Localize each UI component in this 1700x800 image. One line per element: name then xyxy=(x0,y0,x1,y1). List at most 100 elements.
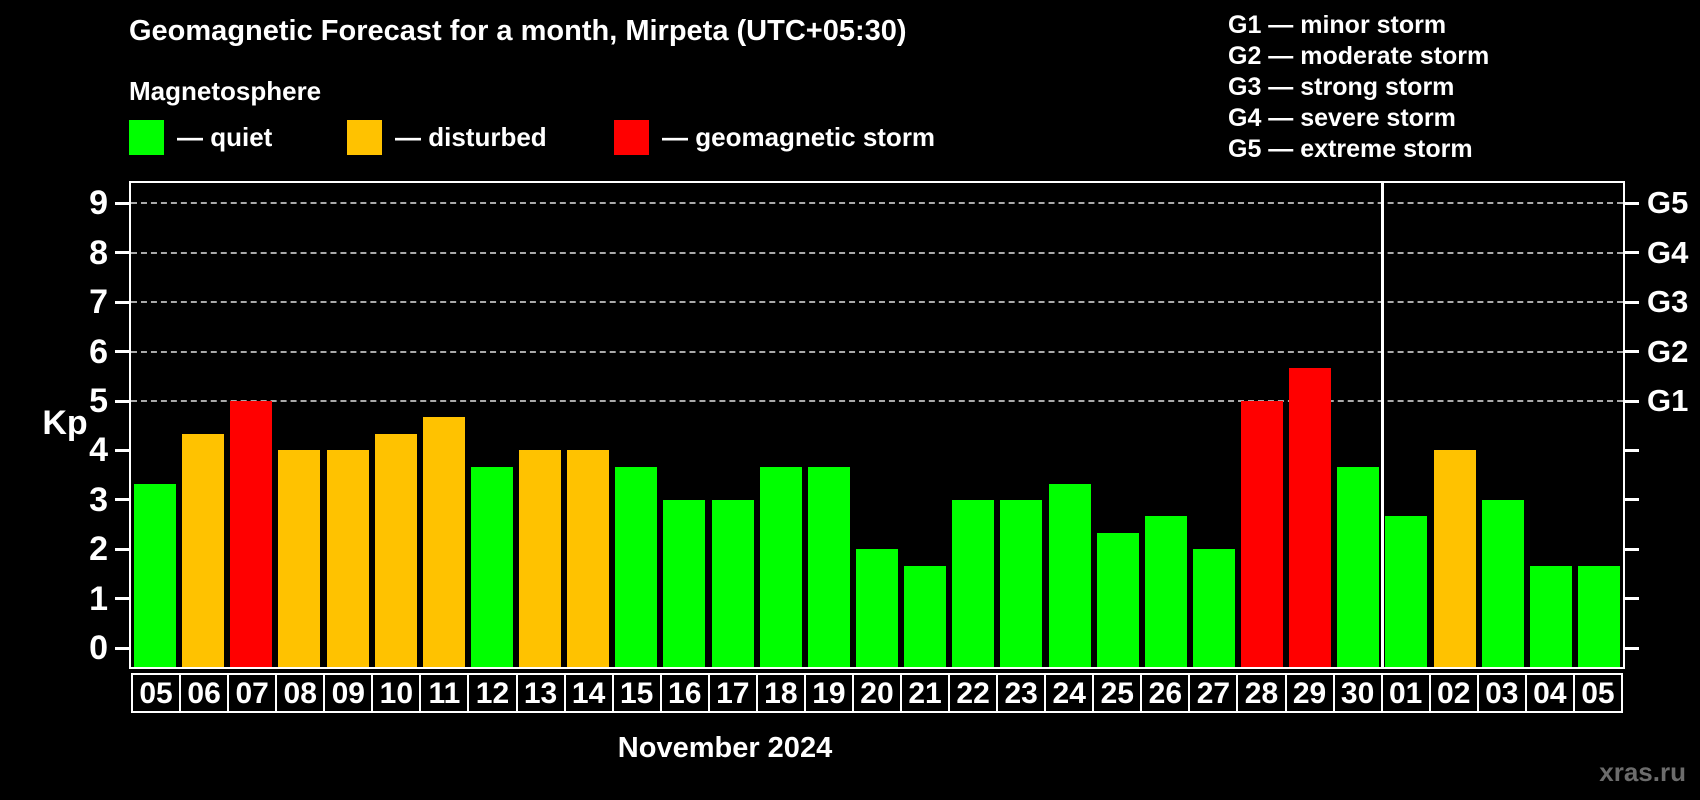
day-label-04-next-month: 04 xyxy=(1524,673,1575,713)
bar-day-11 xyxy=(422,417,465,667)
y-tick-label-5: 5 xyxy=(89,382,108,420)
plot-area: 0 1 2 3 4 5 G1 6 G2 7 G3 8 G4 9 G5 xyxy=(89,181,1688,669)
day-label-16: 16 xyxy=(659,673,710,713)
day-label-15: 15 xyxy=(611,673,662,713)
y-tick-label-3: 3 xyxy=(89,480,108,519)
storm-scale-g5: G5 — extreme storm xyxy=(1228,135,1473,163)
y-tick-right-9 xyxy=(1625,201,1639,205)
storm-swatch-icon xyxy=(614,120,649,155)
legend-label-storm: — geomagnetic storm xyxy=(662,122,936,152)
y-tick-left-6 xyxy=(115,350,129,354)
day-label-20: 20 xyxy=(851,673,902,713)
bar-day-18 xyxy=(759,466,802,667)
storm-scale-g3: G3 — strong storm xyxy=(1228,73,1455,101)
bar-day-10 xyxy=(374,434,417,667)
storm-scale-g4: G4 — severe storm xyxy=(1228,104,1456,132)
y-tick-left-0 xyxy=(115,646,129,650)
y-tick-right-4 xyxy=(1625,448,1639,452)
bar-day-20 xyxy=(856,549,898,667)
y-tick-left-3 xyxy=(115,498,129,502)
bar-day-02-next-month xyxy=(1433,450,1476,667)
bar-day-13 xyxy=(519,450,562,667)
y-tick-label-8: 8 xyxy=(89,233,108,272)
day-label-07: 07 xyxy=(227,673,278,713)
day-label-27: 27 xyxy=(1188,673,1239,713)
bar-day-04-next-month xyxy=(1529,565,1572,667)
storm-scale-legend: G1 — minor storm G2 — moderate storm G3 … xyxy=(1228,10,1489,165)
day-label-26: 26 xyxy=(1140,673,1191,713)
gridline-kp-6 xyxy=(131,350,1623,353)
day-label-03-next-month: 03 xyxy=(1476,673,1527,713)
day-label-24: 24 xyxy=(1044,673,1095,713)
bar-day-25 xyxy=(1096,532,1139,667)
y-axis-title: Kp xyxy=(42,404,88,442)
bar-day-05 xyxy=(134,483,177,667)
y-tick-right-8 xyxy=(1625,251,1639,255)
bar-day-24 xyxy=(1048,483,1091,667)
chart-subtitle: Magnetosphere xyxy=(129,76,322,106)
storm-scale-g1: G1 — minor storm xyxy=(1228,11,1447,39)
chart-title: Geomagnetic Forecast for a month, Mirpet… xyxy=(129,15,907,47)
day-label-09: 09 xyxy=(323,673,374,713)
day-label-01-next-month: 01 xyxy=(1380,673,1431,713)
gridline-kp-9 xyxy=(131,202,1623,205)
watermark: xras.ru xyxy=(1599,757,1686,787)
day-label-19: 19 xyxy=(803,673,854,713)
day-label-18: 18 xyxy=(755,673,806,713)
y-tick-right-2 xyxy=(1625,547,1639,551)
gridline-kp-5 xyxy=(131,400,1623,402)
bar-day-21 xyxy=(904,565,947,667)
x-axis-labels: 05 06 07 08 09 10 11 12 13 14 15 16 17 18 19 20 21 22 23 24… xyxy=(131,673,1623,713)
x-axis-title: November 2024 xyxy=(617,732,833,764)
g-scale-label-g4: G4 xyxy=(1647,234,1689,270)
day-label-06: 06 xyxy=(179,673,230,713)
legend-item-quiet: — quiet xyxy=(129,120,272,155)
day-label-10: 10 xyxy=(371,673,422,713)
y-tick-right-0 xyxy=(1625,646,1639,650)
bar-day-07 xyxy=(230,401,273,667)
y-tick-right-5 xyxy=(1625,399,1639,403)
day-label-14: 14 xyxy=(563,673,614,713)
y-tick-left-8 xyxy=(115,251,129,255)
gridline-kp-8 xyxy=(131,251,1623,254)
y-tick-label-9: 9 xyxy=(89,184,108,223)
y-tick-left-7 xyxy=(115,300,129,304)
y-tick-left-4 xyxy=(115,448,129,452)
bar-day-06 xyxy=(182,434,225,667)
y-tick-label-6: 6 xyxy=(89,332,108,371)
bar-day-01-next-month xyxy=(1385,516,1428,667)
day-label-17: 17 xyxy=(707,673,758,713)
y-tick-right-1 xyxy=(1625,597,1639,601)
bar-day-09 xyxy=(326,450,369,667)
day-label-25: 25 xyxy=(1092,673,1143,713)
bar-day-26 xyxy=(1144,516,1187,667)
bar-day-03-next-month xyxy=(1481,499,1524,667)
day-label-22: 22 xyxy=(948,673,999,713)
y-tick-right-3 xyxy=(1625,498,1639,502)
day-label-29: 29 xyxy=(1284,673,1335,713)
day-label-05: 05 xyxy=(131,673,182,713)
y-tick-label-0: 0 xyxy=(89,629,108,667)
day-label-30: 30 xyxy=(1332,673,1383,713)
bar-day-23 xyxy=(1000,499,1043,667)
bar-day-08 xyxy=(278,450,321,667)
day-label-28: 28 xyxy=(1236,673,1287,713)
bar-day-05-next-month xyxy=(1577,565,1620,667)
day-label-08: 08 xyxy=(275,673,326,713)
bar-day-15 xyxy=(615,466,658,667)
y-tick-right-6 xyxy=(1625,350,1639,354)
day-label-21: 21 xyxy=(900,673,951,713)
legend-label-quiet: — quiet xyxy=(177,122,273,152)
day-label-05-next-month: 05 xyxy=(1572,673,1623,713)
legend-item-storm: — geomagnetic storm xyxy=(614,120,935,155)
g-scale-label-g2: G2 xyxy=(1647,333,1689,369)
bar-day-17 xyxy=(711,499,754,667)
day-label-13: 13 xyxy=(515,673,566,713)
gridline-kp-7 xyxy=(131,301,1623,304)
day-label-23: 23 xyxy=(996,673,1047,713)
bar-day-19 xyxy=(807,466,850,667)
y-tick-label-7: 7 xyxy=(89,283,108,322)
bar-day-22 xyxy=(952,499,995,667)
y-tick-left-5 xyxy=(115,399,129,403)
